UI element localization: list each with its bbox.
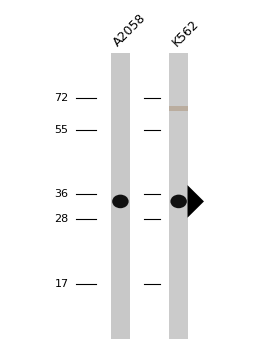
Text: 55: 55 bbox=[55, 125, 69, 135]
Bar bbox=[169, 53, 188, 339]
Text: K562: K562 bbox=[169, 18, 201, 49]
Text: 72: 72 bbox=[54, 93, 69, 103]
Text: 36: 36 bbox=[55, 189, 69, 199]
Text: A2058: A2058 bbox=[111, 12, 149, 49]
Ellipse shape bbox=[112, 195, 129, 208]
Bar bbox=[111, 53, 130, 339]
Ellipse shape bbox=[170, 195, 187, 208]
Polygon shape bbox=[187, 185, 204, 218]
Text: 28: 28 bbox=[54, 214, 69, 224]
Text: 17: 17 bbox=[54, 279, 69, 289]
Bar bbox=[169, 106, 188, 111]
